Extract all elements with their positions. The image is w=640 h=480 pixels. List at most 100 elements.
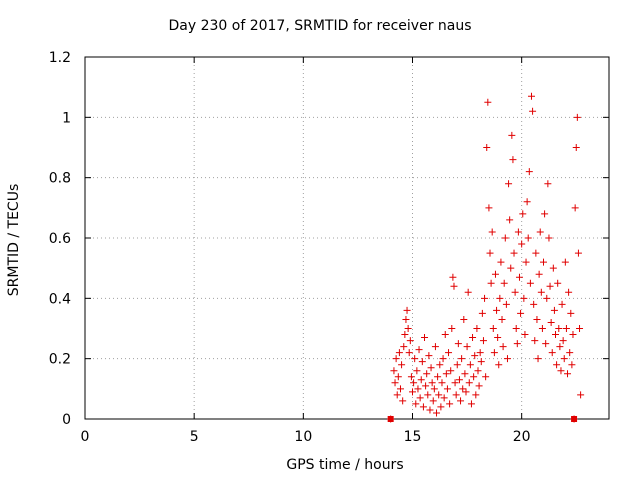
data-point bbox=[433, 409, 441, 417]
data-point bbox=[481, 294, 489, 302]
data-point bbox=[460, 315, 468, 323]
data-point bbox=[561, 258, 569, 266]
data-point bbox=[429, 397, 437, 405]
data-point bbox=[523, 198, 531, 206]
data-point bbox=[395, 349, 403, 357]
chart-title: Day 230 of 2017, SRMTID for receiver nau… bbox=[168, 18, 472, 34]
data-point bbox=[424, 391, 432, 399]
data-point bbox=[474, 367, 482, 375]
square-marker bbox=[571, 416, 578, 422]
data-point bbox=[484, 98, 492, 106]
x-axis-label: GPS time / hours bbox=[286, 457, 404, 473]
data-point bbox=[422, 382, 430, 390]
data-point bbox=[530, 300, 538, 308]
data-point bbox=[415, 346, 423, 354]
data-point bbox=[467, 400, 475, 408]
data-point bbox=[512, 325, 520, 332]
data-point bbox=[431, 343, 439, 351]
data-point bbox=[548, 349, 556, 357]
data-point bbox=[406, 337, 414, 345]
data-point bbox=[463, 343, 471, 351]
data-point bbox=[435, 391, 443, 399]
data-point bbox=[506, 216, 514, 224]
data-point bbox=[434, 373, 442, 381]
x-tick-label: 10 bbox=[294, 429, 312, 445]
data-point bbox=[507, 264, 515, 272]
data-point bbox=[531, 337, 539, 345]
data-point bbox=[394, 373, 402, 381]
data-point bbox=[573, 113, 581, 121]
data-point bbox=[502, 300, 510, 308]
data-point bbox=[438, 379, 446, 387]
data-point bbox=[542, 340, 550, 348]
data-point bbox=[437, 403, 445, 411]
data-point bbox=[464, 288, 472, 296]
data-point bbox=[423, 370, 431, 378]
data-point bbox=[396, 385, 404, 393]
data-point bbox=[510, 249, 518, 257]
data-point bbox=[404, 325, 412, 332]
data-point bbox=[412, 400, 420, 408]
data-point bbox=[399, 397, 407, 405]
data-point bbox=[471, 352, 479, 360]
data-point bbox=[401, 331, 409, 339]
data-point bbox=[450, 282, 458, 290]
data-point bbox=[526, 279, 534, 287]
data-point bbox=[505, 180, 513, 188]
data-point bbox=[576, 325, 584, 332]
data-point bbox=[517, 309, 525, 317]
data-point bbox=[448, 325, 456, 332]
data-point bbox=[522, 258, 530, 266]
data-point bbox=[500, 279, 508, 287]
data-point bbox=[400, 343, 408, 351]
data-point bbox=[414, 385, 422, 393]
data-point bbox=[436, 361, 444, 369]
data-point bbox=[577, 391, 585, 399]
data-point bbox=[572, 144, 580, 151]
data-point bbox=[403, 306, 411, 314]
data-point bbox=[449, 273, 457, 281]
data-point bbox=[478, 309, 486, 317]
data-point bbox=[524, 234, 532, 242]
data-point bbox=[497, 258, 505, 266]
data-point bbox=[535, 270, 543, 278]
data-point bbox=[427, 364, 435, 372]
data-point bbox=[496, 294, 504, 302]
y-tick-label: 1 bbox=[62, 110, 71, 126]
data-point bbox=[549, 264, 557, 272]
data-point bbox=[565, 288, 573, 296]
data-point bbox=[515, 273, 523, 281]
data-point bbox=[503, 355, 511, 363]
data-point bbox=[550, 306, 558, 314]
data-point bbox=[553, 361, 561, 369]
ticks bbox=[84, 56, 609, 420]
data-point bbox=[521, 331, 529, 339]
data-point bbox=[428, 379, 436, 387]
x-tick-label: 20 bbox=[513, 429, 531, 445]
data-point bbox=[447, 367, 455, 375]
data-point bbox=[527, 92, 535, 100]
data-point bbox=[525, 168, 533, 176]
data-point bbox=[566, 349, 574, 357]
data-point bbox=[533, 315, 541, 323]
data-point bbox=[491, 270, 499, 278]
data-point bbox=[488, 228, 496, 236]
data-point bbox=[407, 373, 415, 381]
data-point bbox=[557, 367, 565, 375]
y-tick-label: 0.8 bbox=[49, 171, 71, 187]
data-point bbox=[569, 331, 577, 339]
data-point bbox=[405, 349, 413, 357]
data-point bbox=[417, 376, 425, 384]
data-point bbox=[568, 361, 576, 369]
y-axis-label: SRMTID / TECUs bbox=[6, 183, 22, 297]
tick-labels: 0 0.2 0.4 0.6 0.8 1 1.2 0 5 10 15 20 bbox=[49, 50, 531, 445]
data-point bbox=[519, 210, 527, 218]
data-point bbox=[469, 334, 477, 342]
data-point bbox=[564, 370, 572, 378]
data-point bbox=[555, 325, 563, 332]
data-point bbox=[409, 388, 416, 396]
data-point bbox=[547, 318, 555, 326]
data-point bbox=[419, 403, 427, 411]
square-marker bbox=[387, 416, 394, 422]
